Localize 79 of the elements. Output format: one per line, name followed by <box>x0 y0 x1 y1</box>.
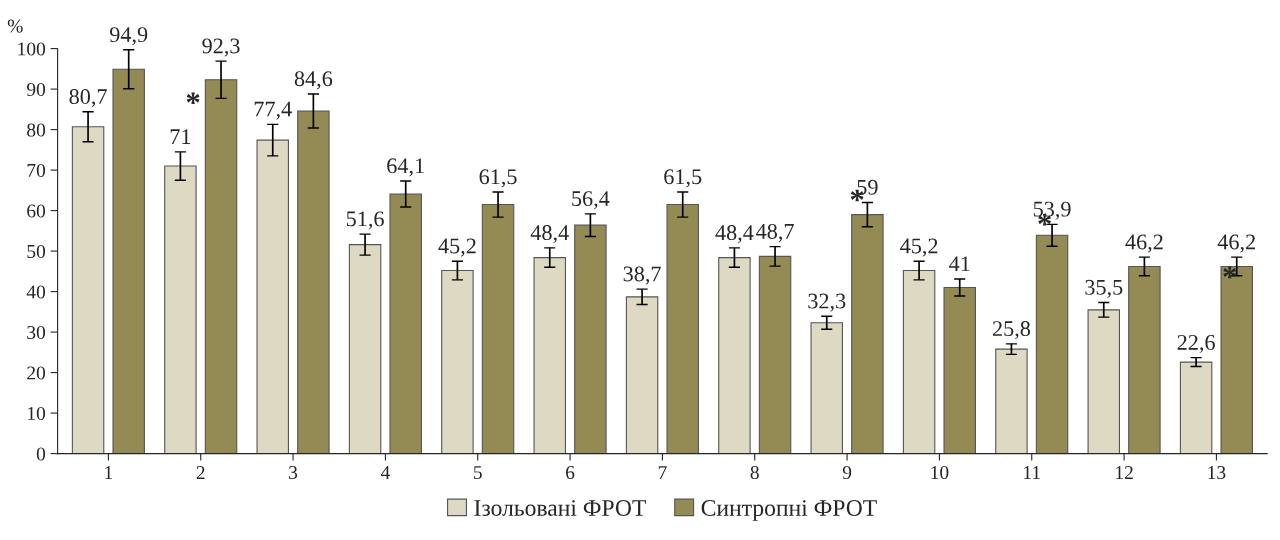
data-label: 61,5 <box>479 169 517 188</box>
data-label: 35,5 <box>1085 279 1123 298</box>
x-tick-label: 11 <box>1024 466 1040 479</box>
y-tick-label: 80 <box>27 123 46 137</box>
bar <box>758 255 792 454</box>
bar <box>1179 361 1213 454</box>
data-label: 46,2 <box>1125 234 1163 253</box>
x-tick-label: 7 <box>658 466 667 479</box>
x-tick-label: 2 <box>196 466 205 479</box>
bar <box>574 224 607 454</box>
y-tick-label: 10 <box>28 406 46 421</box>
data-label: 22,6 <box>1177 334 1215 354</box>
data-label: 61,5 <box>664 169 702 188</box>
x-tick-label: 3 <box>289 466 298 480</box>
bar <box>112 68 145 454</box>
y-tick-label: 30 <box>27 325 46 340</box>
bar <box>902 269 936 454</box>
y-tick-label: 0 <box>36 447 46 461</box>
bar <box>1087 309 1121 454</box>
data-label: 45,2 <box>438 238 476 257</box>
legend-label: Ізольовані ФРОТ <box>474 500 646 516</box>
x-tick-label: 5 <box>474 466 482 480</box>
data-label: 25,8 <box>992 321 1031 340</box>
data-label: 56,4 <box>572 191 610 210</box>
data-label: 46,2 <box>1217 234 1255 253</box>
data-label: 77,4 <box>254 101 292 120</box>
x-tick-label: 12 <box>1116 466 1133 479</box>
x-tick-label: 8 <box>750 465 759 480</box>
data-label: 84,6 <box>294 71 333 90</box>
x-tick-label: 6 <box>566 466 575 480</box>
bar <box>164 165 197 454</box>
y-tick-label: 40 <box>26 285 46 299</box>
x-tick-label: 13 <box>1208 466 1226 480</box>
data-label: 94,9 <box>109 27 148 46</box>
y-tick-label: 70 <box>27 163 46 178</box>
bar <box>1220 265 1253 454</box>
x-tick-label: 4 <box>380 466 390 479</box>
bar <box>1035 234 1069 454</box>
bar <box>943 286 976 454</box>
data-label: 41 <box>949 256 970 272</box>
y-tick-label: 90 <box>26 82 46 97</box>
data-label: 71 <box>170 129 191 144</box>
y-tick-label: 50 <box>27 244 46 259</box>
bar <box>810 322 844 454</box>
x-tick-label: 10 <box>931 465 949 480</box>
bar <box>348 244 382 454</box>
bar <box>851 214 884 454</box>
annotation: * <box>186 92 200 105</box>
bar <box>625 296 659 454</box>
annotation: * <box>1223 266 1237 279</box>
legend-label: Синтропні ФРОТ <box>701 500 877 521</box>
data-label: 92,3 <box>202 38 240 57</box>
bar <box>256 139 289 454</box>
y-tick-label: 100 <box>18 42 46 56</box>
data-label: 32,3 <box>808 293 846 312</box>
bar <box>441 269 474 454</box>
bar <box>718 257 751 454</box>
data-label: 45,2 <box>900 238 938 257</box>
data-label: 38,7 <box>623 266 661 285</box>
y-tick-label: 20 <box>27 366 46 380</box>
bar <box>297 110 330 454</box>
x-tick-label: 1 <box>105 466 113 479</box>
bar <box>204 79 238 454</box>
bar <box>1128 265 1161 454</box>
bar <box>995 348 1028 454</box>
y-tick-label: 60 <box>27 204 46 218</box>
x-tick-label: 9 <box>842 466 852 480</box>
bar <box>666 203 699 454</box>
data-label: 48,7 <box>756 223 794 243</box>
data-label: 48,4 <box>715 225 754 244</box>
data-label: 51,6 <box>346 211 384 230</box>
bar <box>71 126 105 454</box>
bar <box>533 257 567 454</box>
y-axis-title: % <box>7 19 23 33</box>
bar <box>481 203 515 454</box>
data-label: 48,4 <box>530 225 569 244</box>
data-label: 80,7 <box>69 89 107 108</box>
data-label: 64,1 <box>387 158 424 177</box>
bar <box>389 193 422 454</box>
